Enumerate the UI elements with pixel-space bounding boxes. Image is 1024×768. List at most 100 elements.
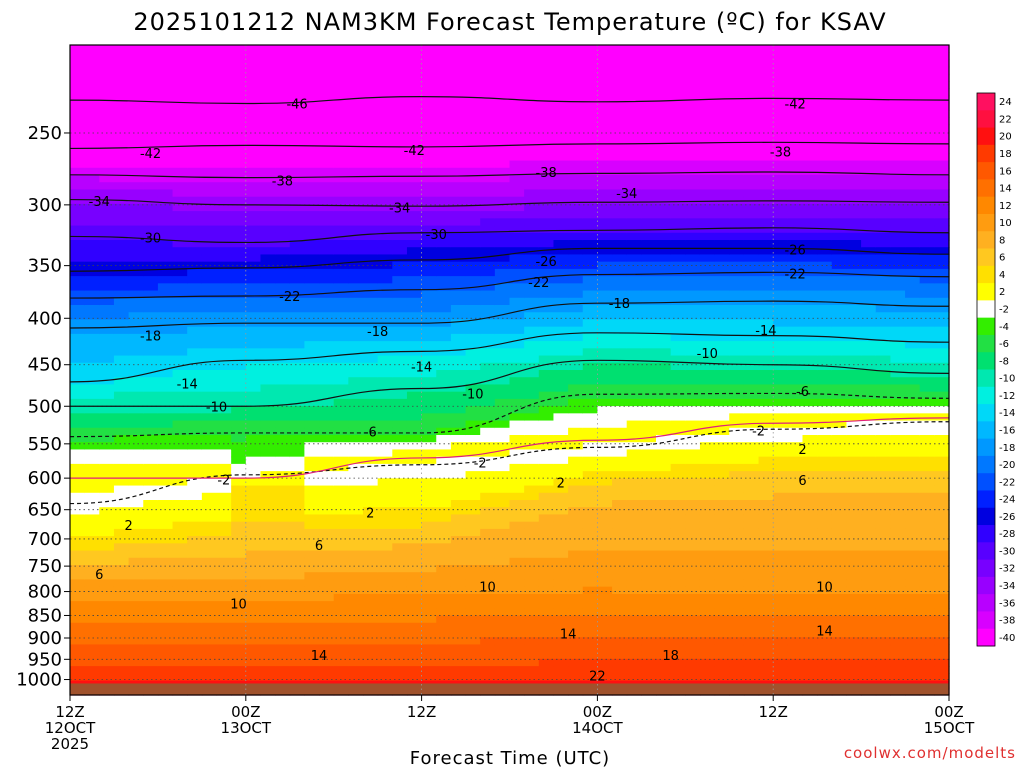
temperature-cell (333, 117, 349, 126)
temperature-cell (626, 203, 642, 212)
temperature-cell (275, 45, 291, 53)
temperature-cell (99, 391, 115, 400)
temperature-cell (377, 406, 393, 414)
temperature-cell (231, 557, 247, 566)
temperature-cell (597, 391, 613, 400)
temperature-cell (861, 398, 877, 407)
temperature-cell (641, 110, 657, 118)
temperature-cell (612, 110, 628, 118)
temperature-cell (99, 579, 115, 588)
temperature-cell (421, 615, 437, 624)
temperature-cell (157, 384, 174, 393)
temperature-cell (787, 485, 804, 494)
temperature-cell (465, 45, 481, 53)
temperature-cell (729, 52, 745, 61)
temperature-cell (377, 427, 393, 436)
temperature-cell (758, 160, 774, 169)
temperature-cell (743, 658, 760, 667)
temperature-cell (582, 218, 598, 227)
temperature-cell (84, 348, 100, 357)
temperature-cell (612, 276, 628, 284)
temperature-cell (773, 514, 789, 523)
temperature-cell (406, 45, 423, 53)
temperature-cell (699, 485, 716, 494)
temperature-cell (260, 88, 276, 97)
temperature-cell (831, 218, 848, 227)
temperature-cell (699, 406, 716, 414)
temperature-cell (377, 413, 393, 422)
temperature-cell (421, 138, 437, 147)
temperature-cell (817, 211, 833, 219)
temperature-cell (70, 319, 86, 328)
temperature-cell (524, 362, 540, 371)
temperature-cell (84, 153, 100, 162)
temperature-cell (99, 45, 115, 53)
temperature-cell (743, 601, 760, 609)
temperature-cell (245, 283, 262, 292)
temperature-cell (846, 117, 862, 126)
temperature-cell (304, 45, 320, 53)
temperature-cell (817, 45, 833, 53)
temperature-cell (626, 175, 642, 183)
temperature-cell (758, 117, 774, 126)
temperature-cell (84, 442, 100, 451)
temperature-cell (787, 492, 804, 501)
temperature-cell (524, 471, 540, 479)
temperature-cell (421, 81, 437, 89)
temperature-cell (216, 463, 232, 472)
temperature-cell (421, 507, 437, 516)
temperature-cell (699, 442, 716, 451)
temperature-cell (817, 427, 833, 436)
temperature-cell (582, 333, 598, 342)
temperature-cell (406, 196, 423, 205)
temperature-cell (450, 536, 467, 544)
temperature-cell (436, 131, 452, 140)
temperature-cell (450, 319, 467, 328)
temperature-cell (509, 196, 525, 205)
temperature-cell (831, 305, 848, 313)
temperature-cell (861, 514, 877, 523)
temperature-cell (70, 45, 86, 53)
temperature-cell (758, 326, 774, 335)
temperature-cell (421, 225, 437, 234)
temperature-cell (99, 543, 115, 552)
temperature-cell (201, 398, 218, 407)
temperature-cell (348, 88, 364, 97)
temperature-cell (406, 146, 423, 154)
temperature-cell (275, 290, 291, 299)
temperature-cell (245, 492, 262, 501)
temperature-cell (436, 413, 452, 422)
temperature-cell (568, 341, 584, 349)
temperature-cell (319, 312, 335, 321)
temperature-cell (289, 500, 305, 508)
temperature-cell (216, 507, 232, 516)
temperature-cell (685, 514, 701, 523)
temperature-cell (187, 507, 203, 516)
temperature-cell (231, 312, 247, 321)
temperature-cell (699, 622, 716, 631)
temperature-cell (817, 406, 833, 414)
temperature-cell (216, 485, 232, 494)
temperature-cell (597, 377, 613, 386)
temperature-cell (319, 521, 335, 530)
temperature-cell (304, 247, 320, 256)
temperature-cell (84, 211, 100, 219)
temperature-cell (670, 124, 686, 133)
temperature-cell (231, 88, 247, 97)
temperature-cell (641, 485, 657, 494)
temperature-cell (187, 66, 203, 75)
temperature-cell (846, 463, 862, 472)
temperature-cell (465, 586, 481, 595)
temperature-cell (509, 203, 525, 212)
temperature-cell (641, 211, 657, 219)
temperature-cell (84, 196, 100, 205)
temperature-cell (699, 160, 716, 169)
temperature-cell (846, 196, 862, 205)
temperature-cell (201, 138, 218, 147)
temperature-cell (187, 550, 203, 559)
temperature-cell (670, 52, 686, 61)
temperature-cell (861, 175, 877, 183)
temperature-cell (216, 608, 232, 617)
temperature-cell (436, 138, 452, 147)
temperature-cell (656, 153, 672, 162)
